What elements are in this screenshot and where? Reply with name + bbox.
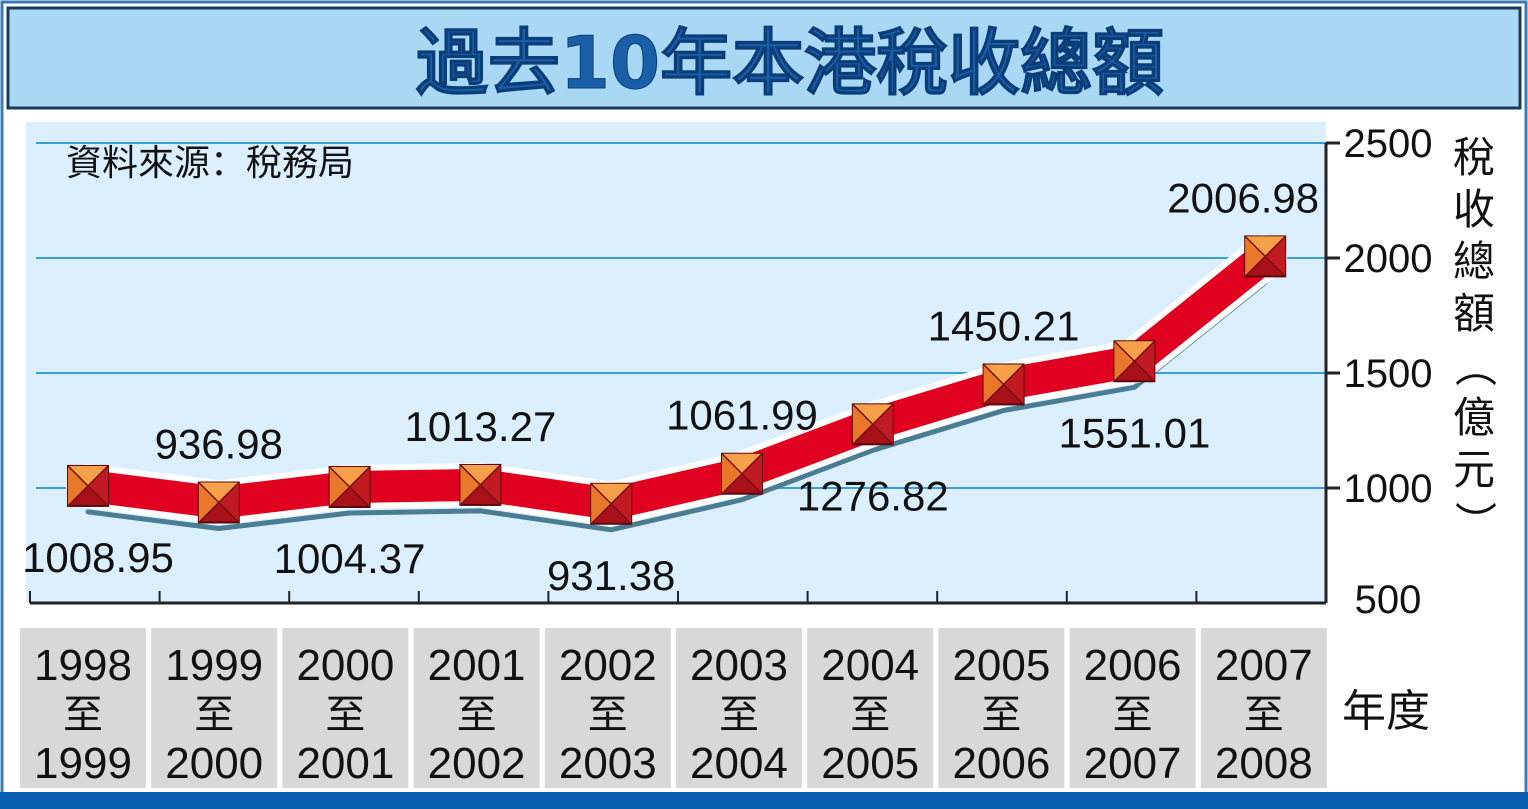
category-labels: 1998至19991999至20002000至20012001至20022002… <box>20 628 1327 788</box>
y-tick-label: 1000 <box>1344 467 1433 511</box>
y-axis-title-char: 收 <box>1453 186 1495 233</box>
data-point-marker <box>721 452 763 495</box>
category-label-to: 2008 <box>1215 739 1313 788</box>
y-tick-label: 2500 <box>1344 122 1433 166</box>
data-point-marker <box>982 363 1025 406</box>
category-label-from: 2007 <box>1215 641 1313 690</box>
category-label-to: 2003 <box>559 739 657 788</box>
data-point-marker <box>459 463 502 506</box>
category-label-sep: 至 <box>457 693 497 737</box>
category-label-to: 2000 <box>165 739 263 788</box>
x-axis <box>29 591 1327 605</box>
category-label-from: 2003 <box>690 641 788 690</box>
title-band <box>6 6 1522 110</box>
y-axis-title-char: ） <box>1451 501 1498 543</box>
data-point-marker <box>851 403 894 446</box>
y-axis-title-char: 元 <box>1453 446 1495 493</box>
data-point-marker <box>328 465 371 508</box>
y-axis-title-char: 稅 <box>1453 134 1495 181</box>
category-label-sep: 至 <box>719 693 759 737</box>
category-label-from: 2005 <box>952 641 1050 690</box>
footer-band <box>0 792 1528 809</box>
data-label: 1004.37 <box>274 535 426 582</box>
category-label-from: 1998 <box>34 641 132 690</box>
y-axis-title-char: 總 <box>1453 238 1495 285</box>
data-point-marker <box>197 481 240 524</box>
y-axis-title-char: （ <box>1451 345 1498 387</box>
y-axis-title: 稅收總額 （ 億元 ） <box>1451 134 1498 543</box>
series-line <box>72 240 1282 520</box>
source-note: 資料來源：稅務局 <box>66 142 354 183</box>
data-label: 1450.21 <box>928 302 1080 349</box>
y-tick-label: 1500 <box>1344 352 1433 396</box>
data-point-marker <box>1113 340 1156 383</box>
category-label-sep: 至 <box>63 693 103 737</box>
category-label-to: 1999 <box>34 739 132 788</box>
chart-title: 過去10年本港稅收總額 <box>416 21 1164 105</box>
y-tick-label: 500 <box>1355 578 1422 622</box>
data-label: 1061.99 <box>666 392 818 439</box>
data-label: 1013.27 <box>404 403 556 450</box>
data-label: 936.98 <box>155 420 283 467</box>
category-label-to: 2004 <box>690 739 788 788</box>
data-point-marker <box>590 482 633 525</box>
category-label-from: 2002 <box>559 641 657 690</box>
category-label-from: 1999 <box>165 641 263 690</box>
data-point-marker <box>67 464 109 507</box>
category-label-sep: 至 <box>325 693 365 737</box>
category-label-to: 2006 <box>952 739 1050 788</box>
category-label-sep: 至 <box>1113 693 1153 737</box>
category-label-sep: 至 <box>194 693 234 737</box>
category-label-from: 2001 <box>428 641 526 690</box>
category-label-sep: 至 <box>1244 693 1284 737</box>
data-label: 1008.95 <box>22 534 174 581</box>
y-tick-label: 2000 <box>1344 237 1433 281</box>
category-label-to: 2007 <box>1084 739 1182 788</box>
category-label-from: 2006 <box>1084 641 1182 690</box>
category-label-to: 2005 <box>821 739 919 788</box>
y-axis-title-char: 億 <box>1453 394 1495 441</box>
data-label: 1276.82 <box>797 472 949 519</box>
x-axis-title: 年度 <box>1342 687 1430 736</box>
series-shadow <box>85 279 1268 533</box>
series-tax-revenue: 1008.95 936.98 1004.37 1013.27 931.38 1061.99… <box>22 174 1319 598</box>
data-label: 931.38 <box>547 552 675 599</box>
category-label-to: 2002 <box>428 739 526 788</box>
category-label-sep: 至 <box>588 693 628 737</box>
data-label: 1551.01 <box>1058 409 1210 456</box>
y-axis-title-char: 額 <box>1453 290 1495 337</box>
category-label-to: 2001 <box>296 739 394 788</box>
category-label-from: 2000 <box>296 641 394 690</box>
data-point-marker <box>1244 235 1287 278</box>
y-axis: 500 1000 1500 2000 2500 <box>1324 122 1433 622</box>
data-label: 2006.98 <box>1167 174 1319 221</box>
category-label-from: 2004 <box>821 641 919 690</box>
category-label-sep: 至 <box>981 693 1021 737</box>
category-label-sep: 至 <box>850 693 890 737</box>
